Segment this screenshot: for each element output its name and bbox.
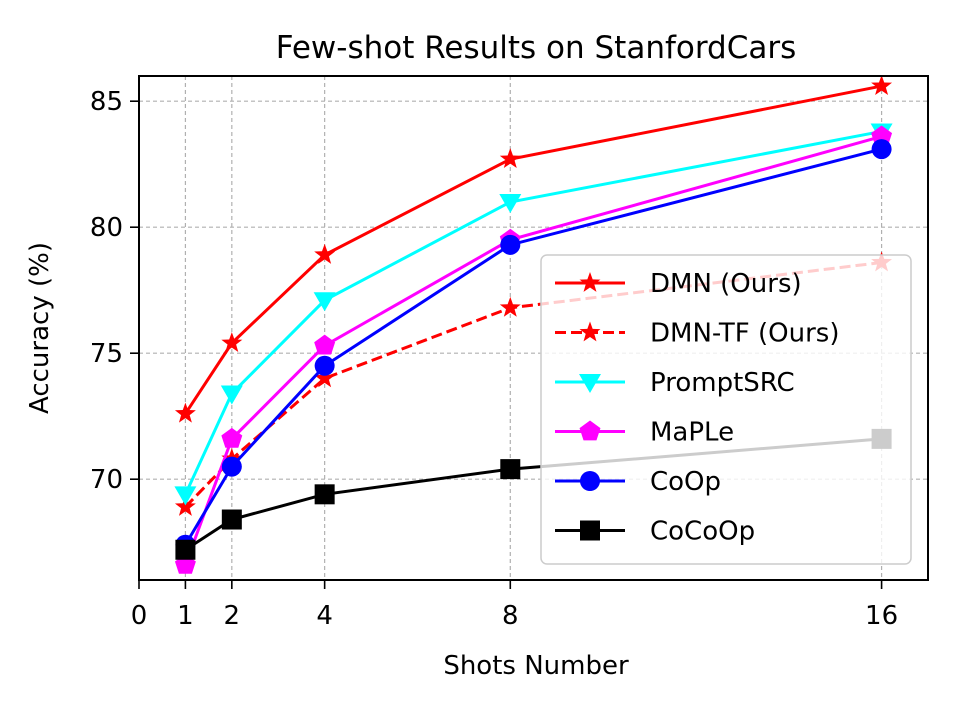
legend-label-dmn-tf-ours: DMN-TF (Ours) <box>650 319 839 349</box>
x-tick-label: 4 <box>316 601 333 631</box>
legend-box <box>540 254 912 565</box>
x-axis-label: Shots Number <box>443 651 629 681</box>
y-tick-label: 75 <box>90 339 123 369</box>
legend-label-cocoop: CoCoOp <box>650 517 755 547</box>
legend-marker-maple <box>579 420 601 441</box>
data-point-dmn-ours <box>314 243 336 264</box>
legend-label-dmn-ours: DMN (Ours) <box>650 269 802 299</box>
plot-frame <box>138 75 929 581</box>
x-tick-label: 16 <box>865 601 898 631</box>
data-point-cocoop <box>221 509 242 530</box>
x-tick-label: 2 <box>224 601 241 631</box>
legend-label-promptsrc: PromptSRC <box>650 368 795 398</box>
data-point-coop <box>314 355 335 376</box>
data-point-dmn-ours <box>871 75 893 95</box>
legend-label-maple: MaPLe <box>650 418 734 448</box>
data-point-promptsrc <box>220 385 243 405</box>
data-point-cocoop <box>175 539 196 560</box>
x-tick-label: 1 <box>177 601 194 631</box>
data-point-dmn-ours <box>174 402 196 423</box>
legend-label-coop: CoOp <box>650 467 721 497</box>
y-tick-label: 80 <box>90 213 123 243</box>
y-axis-ticks: 70 75 80 85 <box>90 87 139 495</box>
data-point-maple <box>871 125 893 146</box>
data-point-coop <box>500 234 521 255</box>
legend-marker-dmn-ours <box>579 272 601 292</box>
x-axis-ticks: 0 1 2 4 8 16 <box>131 580 898 631</box>
data-point-coop <box>221 456 242 477</box>
legend-marker-promptsrc <box>579 374 601 393</box>
y-axis-label: Accuracy (%) <box>25 242 55 414</box>
legend-marker-coop <box>580 471 600 491</box>
data-point-dmn-ours <box>499 148 521 169</box>
data-point-coop <box>871 139 892 160</box>
y-tick-label: 70 <box>90 465 123 495</box>
data-point-dmn-tf-ours <box>314 367 336 388</box>
data-point-maple <box>221 427 243 448</box>
data-point-dmn-ours <box>221 332 243 353</box>
series-group <box>174 75 893 574</box>
data-point-dmn-tf-ours <box>174 495 196 516</box>
data-point-dmn-tf-ours <box>499 296 521 317</box>
series-dmn-ours <box>174 75 893 423</box>
y-tick-label: 85 <box>90 87 123 117</box>
x-tick-label: 0 <box>131 601 148 631</box>
data-point-maple <box>314 334 336 355</box>
data-point-promptsrc <box>174 486 197 506</box>
legend: DMN (Ours) DMN-TF (Ours) PromptSRC MaPLe CoO… <box>540 254 912 565</box>
legend-marker-cocoop <box>580 520 600 541</box>
data-point-promptsrc <box>499 194 522 213</box>
data-point-promptsrc <box>313 292 336 312</box>
legend-marker-dmn-tf-ours <box>579 321 601 342</box>
data-point-cocoop <box>500 459 521 480</box>
chart-title: Few-shot Results on StanfordCars <box>276 30 797 66</box>
data-point-cocoop <box>314 484 335 505</box>
x-tick-label: 8 <box>502 601 519 631</box>
